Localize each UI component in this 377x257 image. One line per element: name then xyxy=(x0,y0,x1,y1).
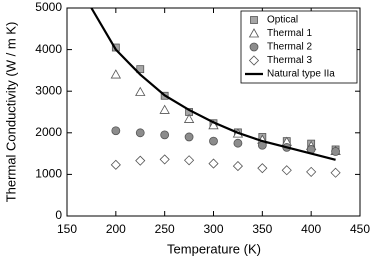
diamond-marker xyxy=(110,159,121,170)
triangle-marker xyxy=(110,69,122,79)
x-axis-label: Temperature (K) xyxy=(167,241,261,256)
legend-label: Thermal 1 xyxy=(267,28,312,39)
diamond-marker xyxy=(248,55,260,66)
x-tick-label: 250 xyxy=(155,222,175,236)
diamond-marker xyxy=(135,155,146,166)
y-tick-label: 0 xyxy=(55,208,62,222)
plot-frame xyxy=(66,7,361,217)
x-tick-label: 350 xyxy=(252,222,272,236)
legend-label: Natural type IIa xyxy=(267,69,335,80)
square-marker xyxy=(136,65,145,74)
diamond-marker xyxy=(232,161,243,172)
circle-marker xyxy=(111,126,121,136)
triangle-marker xyxy=(159,104,170,114)
legend-label: Thermal 2 xyxy=(267,42,312,53)
circle-marker xyxy=(233,138,243,148)
diamond-marker xyxy=(281,165,292,176)
circle-marker xyxy=(249,42,259,52)
circle-marker xyxy=(209,136,218,146)
legend-label: Optical xyxy=(267,15,298,26)
x-tick-label: 300 xyxy=(203,222,223,236)
triangle-marker xyxy=(135,86,146,96)
diamond-marker xyxy=(184,155,195,166)
line xyxy=(90,7,336,161)
x-tick-label: 450 xyxy=(350,222,370,236)
diamond-marker xyxy=(208,158,219,169)
y-tick-label: 2000 xyxy=(35,125,62,139)
y-tick-label: 5000 xyxy=(35,0,62,14)
circle-marker xyxy=(184,132,194,142)
square-marker xyxy=(250,16,258,24)
x-tick-label: 400 xyxy=(301,222,321,236)
legend-box xyxy=(240,10,358,84)
diamond-marker xyxy=(159,154,170,165)
triangle-marker xyxy=(248,28,260,38)
y-tick-label: 3000 xyxy=(35,83,62,97)
y-tick-label: 4000 xyxy=(35,42,62,56)
circle-marker xyxy=(331,147,340,156)
circle-marker xyxy=(160,130,170,140)
triangle-marker xyxy=(208,119,219,130)
y-tick-label: 1000 xyxy=(35,167,62,181)
x-tick-label: 150 xyxy=(57,222,77,236)
triangle-marker xyxy=(183,113,195,123)
diamond-marker xyxy=(257,163,268,174)
x-tick-label: 200 xyxy=(106,222,126,236)
diamond-marker xyxy=(330,167,341,178)
y-axis-label: Thermal Conductivity (W / m K) xyxy=(3,22,18,203)
legend-label: Thermal 3 xyxy=(267,55,312,66)
circle-marker xyxy=(135,128,145,138)
diamond-marker xyxy=(306,166,317,177)
